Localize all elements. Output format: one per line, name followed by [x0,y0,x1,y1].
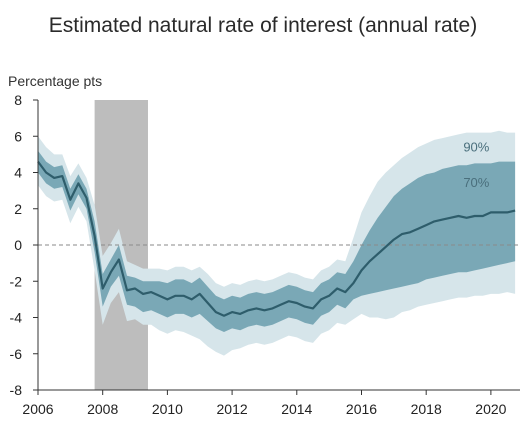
y-axis-label: Percentage pts [8,73,103,89]
band-70-layer [38,150,516,332]
x-tick-label: 2020 [475,401,506,417]
x-tick-label: 2014 [281,401,312,417]
band-labels-layer: 90% 70% [463,140,489,190]
band-70-label: 70% [463,175,489,190]
axes-layer: 8 6 4 2 0 -2 -4 -6 -8 2006 2008 2010 2012 2014 2016 201… [10,92,520,417]
band-90-label: 90% [463,140,489,155]
x-tick-label: 2012 [217,401,248,417]
x-tick-label: 2010 [152,401,183,417]
median-line-layer [37,160,516,317]
band-70-area [38,150,516,332]
y-tick-label: 6 [14,128,22,144]
y-tick-label: -4 [10,310,23,326]
y-tick-label: -6 [10,346,23,362]
x-tick-label: 2008 [87,401,118,417]
y-tick-label: 4 [14,165,22,181]
chart-title: Estimated natural rate of interest (annu… [48,14,478,37]
y-tick-label: 8 [14,92,22,108]
y-tick-label: -8 [10,382,23,398]
median-series-line [37,160,516,317]
x-tick-label: 2016 [346,401,377,417]
y-tick-label: -2 [10,273,23,289]
y-tick-label: 0 [14,237,22,253]
x-tick-label: 2006 [22,401,53,417]
y-tick-label: 2 [14,201,22,217]
x-tick-label: 2018 [411,401,442,417]
